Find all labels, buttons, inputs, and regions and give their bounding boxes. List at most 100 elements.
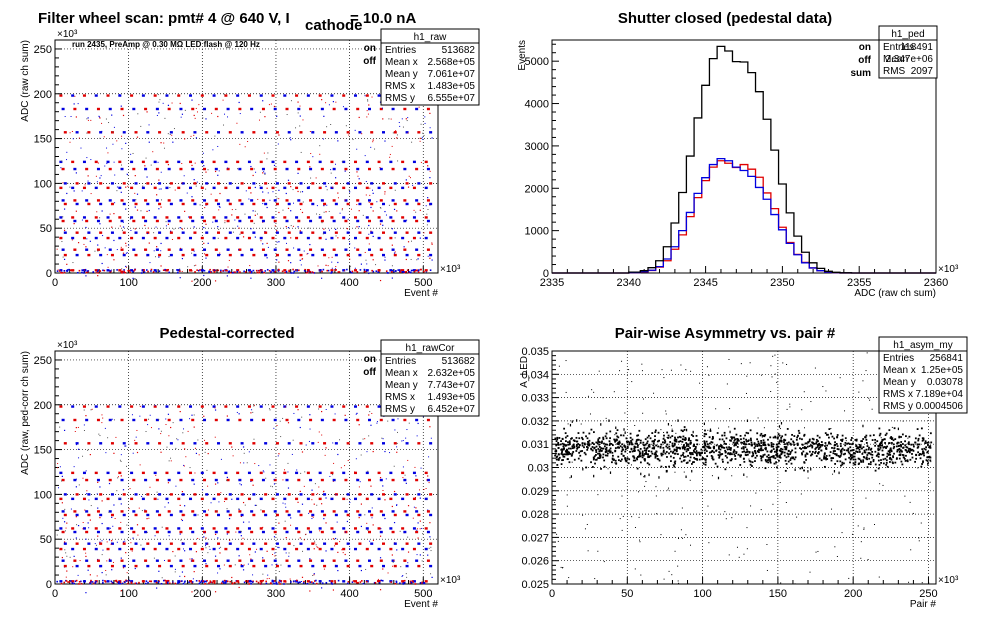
data-point bbox=[61, 559, 65, 562]
data-point bbox=[332, 530, 336, 534]
data-point bbox=[691, 463, 693, 465]
stats-label: RMS x bbox=[385, 392, 415, 403]
data-point bbox=[880, 437, 882, 439]
data-point bbox=[910, 549, 912, 551]
data-point bbox=[598, 445, 601, 448]
data-point bbox=[218, 209, 220, 211]
data-point bbox=[636, 458, 639, 461]
y-tick-label: 250 bbox=[34, 355, 52, 367]
data-point bbox=[820, 449, 823, 452]
data-point bbox=[162, 102, 164, 104]
data-point bbox=[94, 547, 98, 551]
data-point bbox=[742, 447, 745, 450]
data-point bbox=[69, 141, 71, 143]
data-point bbox=[75, 564, 79, 568]
data-point bbox=[689, 479, 691, 481]
data-point bbox=[780, 439, 783, 442]
data-point bbox=[780, 582, 782, 584]
data-point bbox=[331, 256, 333, 258]
data-point bbox=[106, 216, 110, 219]
data-point bbox=[194, 447, 196, 449]
data-point bbox=[365, 471, 369, 475]
data-point bbox=[323, 518, 325, 520]
data-point bbox=[99, 217, 101, 219]
data-point bbox=[82, 527, 86, 530]
data-point bbox=[275, 493, 279, 496]
data-point bbox=[746, 527, 748, 529]
data-point bbox=[799, 467, 802, 470]
data-point bbox=[217, 115, 219, 118]
data-point bbox=[749, 463, 752, 466]
data-point bbox=[283, 236, 287, 240]
data-point bbox=[401, 547, 405, 551]
data-point bbox=[609, 437, 612, 440]
data-point bbox=[205, 171, 207, 173]
data-point bbox=[368, 418, 372, 422]
data-point bbox=[817, 443, 819, 446]
data-point bbox=[96, 219, 100, 223]
data-point bbox=[573, 458, 576, 461]
data-point bbox=[358, 513, 362, 517]
data-point bbox=[756, 445, 759, 448]
data-point bbox=[739, 464, 742, 466]
y-tick-label: 50 bbox=[40, 223, 52, 235]
data-point bbox=[116, 140, 118, 142]
data-point bbox=[273, 164, 276, 167]
data-point bbox=[825, 458, 828, 461]
data-point bbox=[653, 440, 656, 443]
data-point bbox=[80, 582, 83, 585]
data-point bbox=[223, 564, 225, 566]
data-point bbox=[278, 211, 280, 214]
data-point bbox=[71, 580, 75, 583]
data-point bbox=[683, 438, 686, 441]
data-point bbox=[217, 564, 221, 568]
data-point bbox=[259, 471, 263, 475]
data-point bbox=[633, 450, 636, 453]
stats-value: 2.347e+06 bbox=[885, 54, 933, 65]
data-point bbox=[179, 219, 183, 223]
data-point bbox=[167, 223, 170, 225]
data-point bbox=[239, 271, 241, 273]
data-point bbox=[825, 433, 828, 436]
data-point bbox=[823, 455, 826, 458]
data-point bbox=[660, 443, 663, 446]
data-point bbox=[562, 445, 565, 448]
data-point bbox=[183, 175, 185, 177]
data-point bbox=[403, 246, 405, 248]
data-point bbox=[238, 167, 242, 171]
data-point bbox=[731, 436, 734, 439]
data-point bbox=[593, 455, 596, 458]
plot-title: Pedestal-corrected bbox=[159, 325, 294, 342]
data-point bbox=[655, 495, 657, 497]
data-point bbox=[204, 583, 206, 585]
data-point bbox=[130, 527, 134, 530]
data-point bbox=[644, 474, 646, 478]
data-point bbox=[367, 99, 369, 101]
data-point bbox=[94, 497, 98, 501]
data-point bbox=[96, 478, 100, 482]
data-point bbox=[594, 462, 596, 465]
data-point bbox=[605, 417, 607, 419]
data-point bbox=[265, 477, 267, 479]
data-point bbox=[593, 446, 596, 449]
data-point bbox=[740, 438, 742, 441]
data-point bbox=[226, 275, 228, 277]
data-point bbox=[614, 459, 617, 462]
data-point bbox=[176, 438, 178, 440]
data-point bbox=[295, 497, 299, 501]
data-point bbox=[646, 436, 649, 439]
data-point bbox=[765, 448, 767, 451]
data-point bbox=[258, 465, 260, 467]
data-point bbox=[76, 271, 79, 274]
data-point bbox=[926, 441, 929, 444]
data-point bbox=[250, 580, 253, 583]
data-point bbox=[424, 216, 428, 219]
data-point bbox=[562, 455, 565, 458]
data-point bbox=[112, 131, 114, 133]
data-point bbox=[179, 478, 183, 482]
data-point bbox=[148, 209, 150, 212]
data-point bbox=[156, 491, 158, 493]
data-point bbox=[172, 422, 174, 424]
data-point bbox=[397, 269, 400, 271]
